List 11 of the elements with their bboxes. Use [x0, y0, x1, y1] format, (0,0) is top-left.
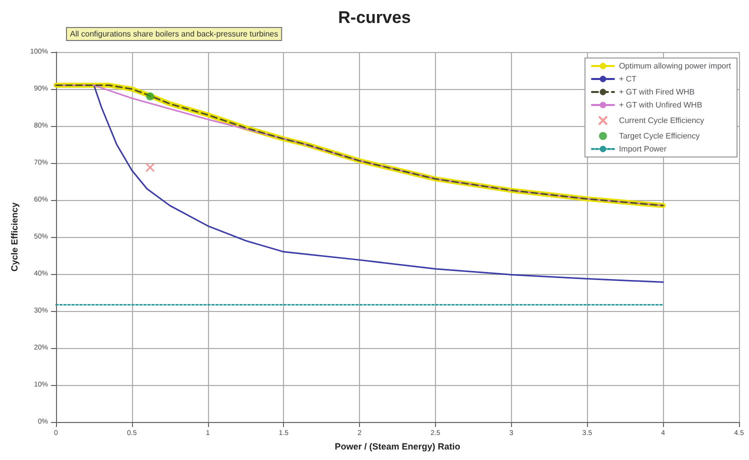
- legend-label: Target Cycle Efficiency: [618, 132, 700, 140]
- chart-title: R-curves: [338, 8, 411, 27]
- y-axis-title: Cycle Efficiency: [10, 202, 20, 272]
- x-axis-title: Power / (Steam Energy) Ratio: [334, 442, 461, 452]
- legend-label: Import Power: [618, 144, 667, 154]
- legend-label: Optimum allowing power import: [618, 62, 732, 70]
- text: All configurations share boilers and back-pressure turbines: [70, 30, 278, 38]
- legend-label: Current Cycle Efficiency: [618, 116, 704, 125]
- legend-label: + CT: [618, 74, 637, 84]
- legend-label: + GT with Fired WHB: [618, 88, 695, 96]
- legend-label: + GT with Unfired WHB: [618, 100, 702, 110]
